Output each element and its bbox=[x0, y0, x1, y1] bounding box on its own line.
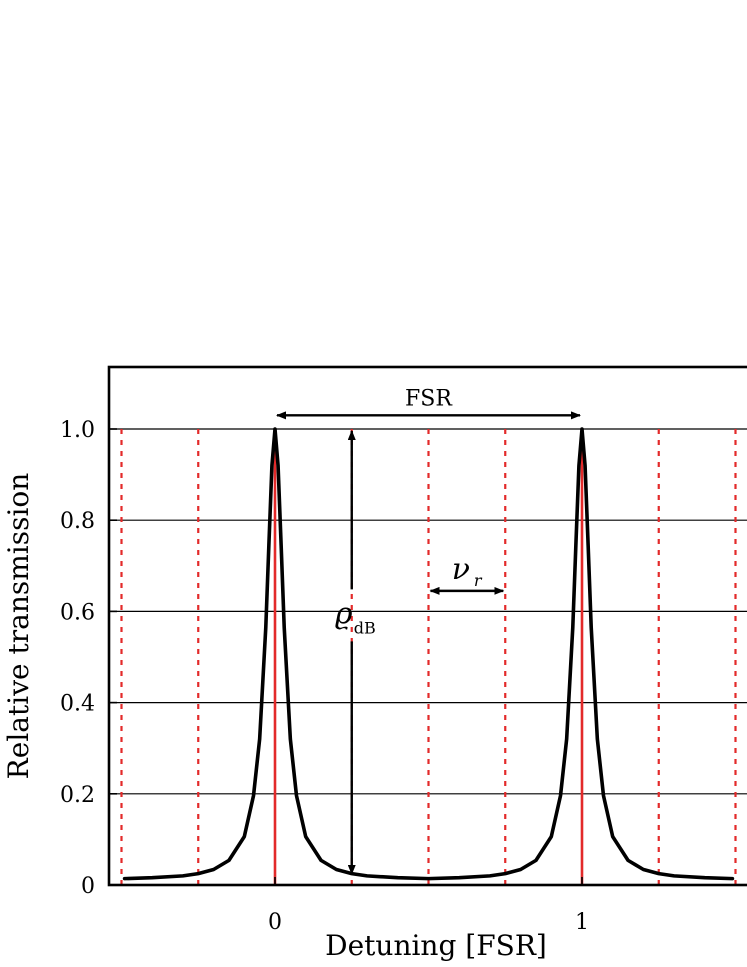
y-tick-label: 0.8 bbox=[60, 509, 95, 534]
curve-layer bbox=[122, 427, 735, 881]
y-tick-label: 1.0 bbox=[60, 418, 95, 443]
fsr-label: FSR bbox=[405, 386, 453, 411]
x-tick-label: 0 bbox=[268, 910, 282, 935]
annotations: FSR ϱ dB ν r bbox=[276, 386, 581, 875]
x-axis-label: Detuning [FSR] bbox=[325, 929, 547, 962]
tick-labels: 0 0.2 0.4 0.6 0.8 1.0 0 1 bbox=[60, 418, 589, 935]
axes-frame bbox=[107, 365, 747, 887]
rho-label: ϱ bbox=[335, 596, 353, 631]
plot-frame bbox=[107, 365, 747, 887]
y-tick-label: 0 bbox=[81, 874, 95, 899]
nu-r-subscript: r bbox=[474, 571, 483, 590]
resonance-lines bbox=[120, 429, 737, 885]
y-tick-label: 0.2 bbox=[60, 783, 95, 808]
x-tick-label: 1 bbox=[575, 910, 589, 935]
y-tick-label: 0.6 bbox=[60, 600, 95, 625]
rho-subscript: dB bbox=[354, 618, 376, 637]
nu-r-label: ν bbox=[452, 552, 470, 587]
y-axis-label: Relative transmission bbox=[2, 473, 35, 780]
y-tick-label: 0.4 bbox=[60, 692, 95, 717]
transmission-curve bbox=[122, 427, 735, 881]
